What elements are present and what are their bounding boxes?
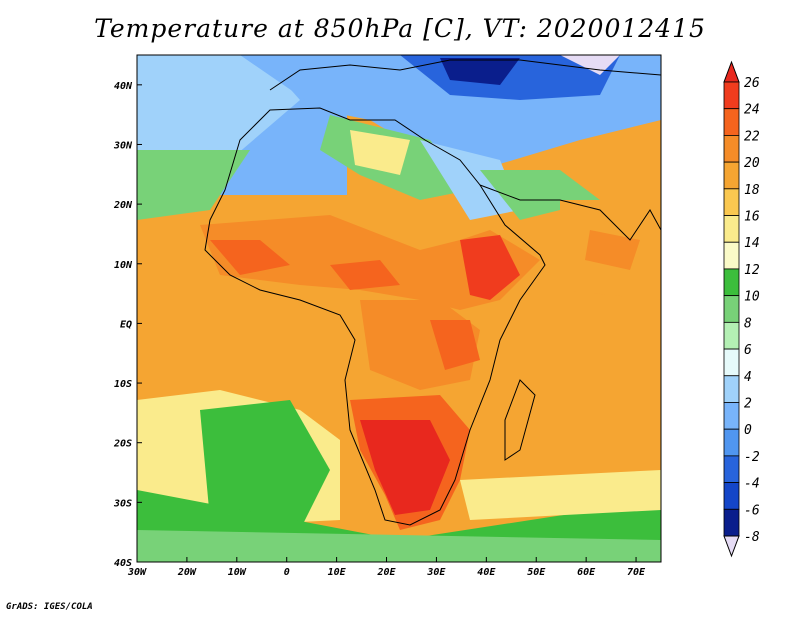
- field-atlantic-green: [137, 150, 250, 220]
- colorbar-label: 12: [744, 263, 760, 278]
- africa-outline: [204, 107, 546, 526]
- colorbar-label: 18: [744, 183, 760, 198]
- colorbar-box: [723, 482, 740, 510]
- field-egypt: [420, 140, 520, 220]
- x-tick-label: 60E: [577, 567, 596, 578]
- field-atlantic-cold: [137, 55, 300, 175]
- colorbar-label: 8: [744, 316, 752, 331]
- field-libya: [350, 130, 410, 175]
- x-tick-label: 70E: [627, 567, 646, 578]
- y-tick-label: 10S: [114, 379, 132, 390]
- x-axis: 30W 20W 10W 0 10E 20E 30E 40E 50E 60E 70E: [127, 557, 646, 578]
- field-ethiopia-hot: [460, 235, 520, 300]
- colorbar-box: [723, 375, 740, 403]
- x-tick-label: 20W: [177, 567, 197, 578]
- x-tick-label: 20E: [376, 567, 396, 578]
- colorbar-box: [723, 295, 740, 323]
- x-tick-label: 30E: [426, 567, 446, 578]
- x-tick-label: 10W: [228, 567, 247, 578]
- madagascar-outline: [504, 379, 536, 461]
- colorbar-box: [723, 161, 740, 190]
- colorbar-label: 10: [744, 290, 760, 305]
- colorbar-label: 0: [744, 423, 752, 438]
- colorbar-label: 26: [744, 76, 760, 91]
- colorbar-label: 6: [744, 343, 752, 358]
- colorbar-box: [723, 135, 740, 163]
- colorbar-box: [723, 268, 740, 297]
- colorbar-label: 2: [744, 396, 752, 411]
- colorbar-label: -8: [744, 530, 760, 545]
- colorbar-label: 14: [744, 236, 760, 251]
- y-tick-label: 40N: [114, 81, 133, 92]
- colorbar-box: [723, 108, 740, 136]
- chart-title: Temperature at 850hPa [C], VT: 202001241…: [94, 14, 706, 43]
- y-tick-label: 40S: [114, 558, 132, 569]
- colorbar-label: -2: [744, 450, 760, 465]
- colorbar-label: 22: [744, 129, 760, 144]
- colorbar-label: -6: [744, 503, 760, 518]
- x-tick-label: 40E: [477, 567, 496, 578]
- field-kalahari-hot: [360, 420, 450, 515]
- x-tick-label: 10E: [328, 567, 347, 578]
- field-southern-ocean-cool: [137, 530, 661, 562]
- y-tick-label: 20S: [113, 439, 132, 450]
- colorbar-box: [723, 428, 740, 457]
- coastlines: [204, 59, 661, 526]
- plot-frame: [136, 54, 662, 563]
- y-tick-label: 30N: [113, 140, 133, 151]
- field-indian-south: [460, 470, 661, 520]
- arabia-coast: [479, 184, 661, 241]
- colorbar-box: [723, 215, 740, 243]
- colorbar-label: 16: [744, 210, 760, 225]
- colorbar-box: [723, 402, 740, 430]
- credit-text: GrADS: IGES/COLA: [6, 602, 93, 612]
- colorbar-box: [723, 455, 740, 483]
- y-tick-label: 30S: [113, 498, 132, 509]
- colorbar-box: [723, 321, 740, 350]
- field-west-africa-hot: [210, 240, 290, 275]
- field-great-lakes: [430, 320, 480, 370]
- field-coldest: [440, 58, 520, 85]
- colorbar-label: 20: [744, 156, 760, 171]
- y-tick-label: 10N: [114, 260, 133, 271]
- colorbar-box: [723, 81, 740, 110]
- colorbar-label: -4: [744, 477, 760, 492]
- colorbar-label: 24: [744, 103, 760, 118]
- colorbar-box: [723, 188, 740, 216]
- field-south-atlantic-green: [200, 400, 330, 530]
- field-nigeria-hot: [330, 260, 400, 290]
- y-tick-label: EQ: [120, 319, 132, 330]
- field-indian-warm: [585, 230, 640, 270]
- colorbar-box: [723, 508, 740, 537]
- europe-coast: [269, 59, 661, 91]
- colorbar-bottom-triangle: [723, 535, 740, 558]
- x-tick-label: 50E: [527, 567, 546, 578]
- x-tick-label: 0: [284, 567, 290, 578]
- x-tick-label: 30W: [127, 567, 147, 578]
- colorbar-top-triangle: [723, 60, 740, 83]
- colorbar-label: 4: [744, 370, 752, 385]
- y-tick-label: 20N: [113, 200, 133, 211]
- y-axis: 40N 30N 20N 10N EQ 10S 20S 30S 40S: [113, 81, 142, 569]
- colorbar-box: [723, 241, 740, 270]
- colorbar-box: [723, 348, 740, 377]
- temperature-field: [137, 55, 661, 562]
